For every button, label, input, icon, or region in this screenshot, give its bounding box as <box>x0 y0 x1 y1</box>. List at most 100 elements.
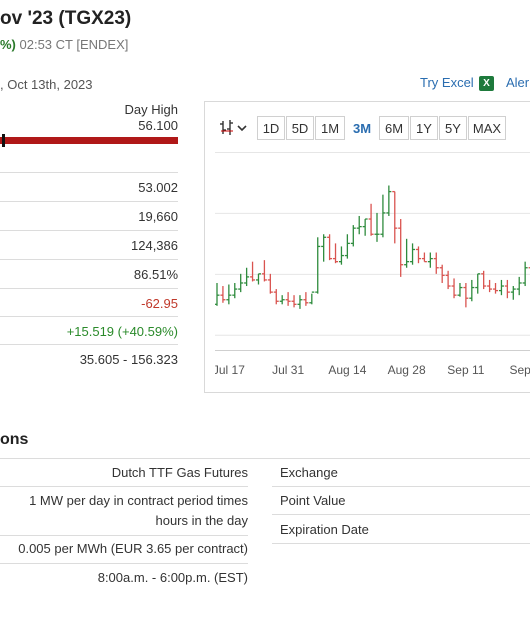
ohlc-bar <box>469 279 475 302</box>
ohlc-bar <box>427 252 433 268</box>
chart-type-selector[interactable] <box>219 117 251 139</box>
day-range-marker <box>2 134 5 147</box>
ohlc-bar <box>291 295 297 308</box>
ohlc-bar <box>226 284 232 305</box>
stat-value: 35.605 - 156.323 <box>79 352 178 367</box>
spec-divider <box>272 486 530 487</box>
ohlc-bar <box>338 246 344 265</box>
spec-label-point-value: Point Value <box>280 493 346 508</box>
spec-divider <box>0 535 248 536</box>
ohlc-bar <box>297 295 303 309</box>
spec-value-point-value: 1 MW per day in contract period times <box>29 493 248 508</box>
ohlc-bar <box>250 261 256 282</box>
stat-value: 53.002 <box>138 180 178 195</box>
chevron-down-icon <box>237 125 247 132</box>
ohlc-bar <box>380 194 386 238</box>
ohlc-bar <box>344 234 350 259</box>
ohlc-bar <box>510 286 516 300</box>
ohlc-bar <box>433 252 439 274</box>
spec-divider <box>0 486 248 487</box>
spec-divider <box>272 514 530 515</box>
ohlc-bar <box>374 212 380 242</box>
ohlc-bar <box>487 279 493 293</box>
ohlc-bar <box>255 273 261 285</box>
ohlc-bar <box>215 282 220 306</box>
day-range-bar <box>0 137 178 144</box>
ohlc-bar <box>244 267 250 287</box>
period-button-5y[interactable]: 5Y <box>439 116 467 140</box>
ohlc-bar <box>522 261 528 287</box>
try-excel-link[interactable]: Try Excel <box>420 75 474 90</box>
spec-value-exchange: Dutch TTF Gas Futures <box>111 465 248 480</box>
ohlc-bar <box>238 273 244 293</box>
ohlc-bar <box>392 190 398 244</box>
quote-date: , Oct 13th, 2023 <box>0 77 93 92</box>
ohlc-bar <box>368 203 374 236</box>
x-tick-label: Aug 14 <box>328 363 366 377</box>
spec-divider <box>272 543 530 544</box>
quote-subline: %) 02:53 CT [ENDEX] <box>0 37 128 52</box>
ohlc-bar <box>315 237 321 294</box>
ohlc-bar <box>475 273 481 294</box>
spec-label-exchange: Exchange <box>280 465 338 480</box>
ohlc-bar <box>410 243 416 265</box>
ohlc-bar <box>493 282 499 294</box>
alerts-link[interactable]: Aler <box>506 75 530 90</box>
x-tick-label: Jul 31 <box>272 363 304 377</box>
contract-title: ov '23 (TGX23) <box>0 8 132 29</box>
ohlc-bar <box>451 278 457 299</box>
period-button-1m[interactable]: 1M <box>315 116 345 140</box>
ohlc-bar <box>498 279 504 296</box>
stat-row: 35.605 - 156.323 <box>0 344 178 374</box>
ohlc-bars-icon <box>220 120 233 135</box>
change-percent: %) <box>0 37 16 52</box>
ohlc-bar <box>445 270 451 290</box>
period-button-5d[interactable]: 5D <box>286 116 314 140</box>
price-chart: Jul 17 Jul 31 Aug 14 Aug 28 Sep 11 Sep 2 <box>215 152 530 377</box>
day-high-label: Day High <box>124 102 178 117</box>
x-tick-label: Sep 11 <box>447 363 484 377</box>
ohlc-bar <box>415 246 421 264</box>
stat-value: -62.95 <box>141 296 178 311</box>
ohlc-bar <box>321 234 327 262</box>
ohlc-bar <box>356 215 362 235</box>
ohlc-bar <box>267 273 273 294</box>
ohlc-bar <box>439 264 445 283</box>
spec-divider <box>0 563 248 564</box>
stat-value: +15.519 (+40.59%) <box>66 324 178 339</box>
period-button-1d[interactable]: 1D <box>257 116 285 140</box>
ohlc-bar <box>516 276 522 296</box>
period-button-1y[interactable]: 1Y <box>410 116 438 140</box>
ohlc-bar <box>309 291 315 305</box>
stat-row: 124,386 <box>0 230 178 260</box>
ohlc-bar <box>481 270 487 290</box>
excel-icon[interactable]: X <box>479 76 494 91</box>
x-tick-label: Aug 28 <box>388 363 426 377</box>
ohlc-bar <box>273 289 279 305</box>
specs-divider <box>0 458 530 459</box>
stat-row: +15.519 (+40.59%) <box>0 316 178 346</box>
ohlc-bar <box>504 279 510 299</box>
ohlc-bar <box>285 292 291 306</box>
spec-value-point-value-cont: hours in the day <box>155 513 248 528</box>
stat-value: 19,660 <box>138 209 178 224</box>
period-button-6m[interactable]: 6M <box>379 116 409 140</box>
quote-time-source: 02:53 CT [ENDEX] <box>15 37 129 52</box>
spec-value-tick: 0.005 per MWh (EUR 3.65 per contract) <box>18 541 248 556</box>
ohlc-bar <box>232 282 238 299</box>
stat-value: 124,386 <box>131 238 178 253</box>
spec-value-hours: 8:00a.m. - 6:00p.m. (EST) <box>97 570 248 585</box>
period-button-3m[interactable]: 3M <box>346 116 378 140</box>
ohlc-bar <box>333 243 339 264</box>
ohlc-bar <box>327 234 333 261</box>
x-tick-label: Sep 2 <box>509 363 530 377</box>
price-chart-panel: 1D 5D 1M 3M 6M 1Y 5Y MAX Jul 17 Jul 31 Aug… <box>204 101 530 393</box>
ohlc-bar <box>261 260 267 282</box>
ohlc-bar <box>421 252 427 263</box>
stat-row: 53.002 <box>0 172 178 202</box>
spec-label-expiration: Expiration Date <box>280 522 369 537</box>
ohlc-bar <box>279 295 285 305</box>
period-button-max[interactable]: MAX <box>468 116 506 140</box>
stat-row: -62.95 <box>0 288 178 318</box>
stat-row: 86.51% <box>0 259 178 289</box>
